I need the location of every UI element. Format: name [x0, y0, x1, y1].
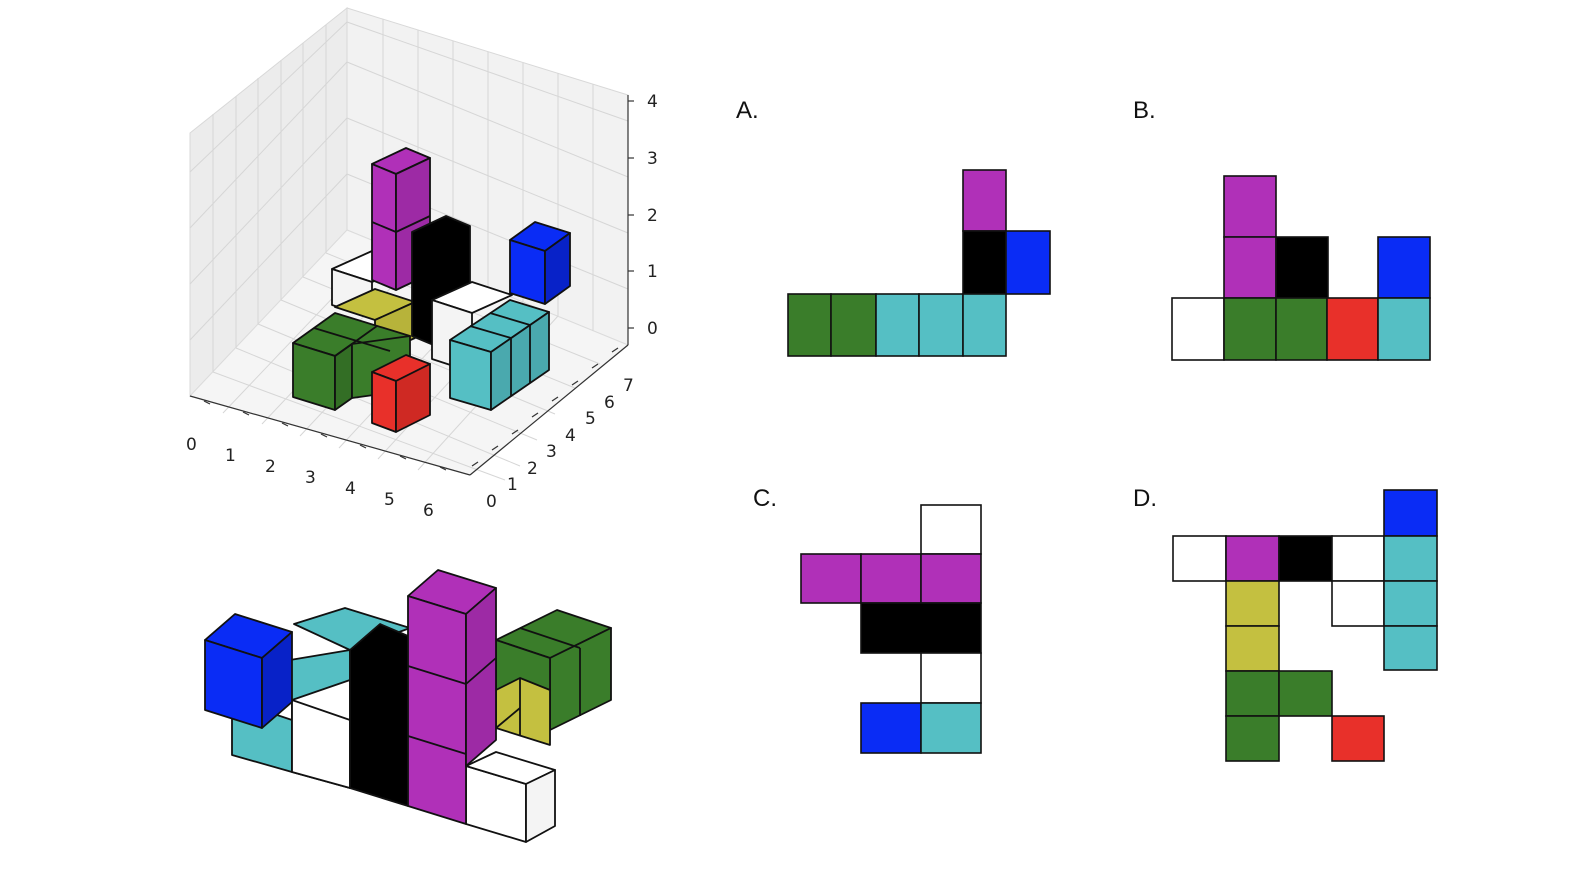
cell-white: [1171, 297, 1225, 361]
cube-red: [371, 354, 431, 433]
cell-green: [1225, 670, 1280, 717]
cell-red: [1331, 715, 1385, 762]
cell-magenta: [860, 553, 922, 604]
option-a[interactable]: A.: [736, 97, 1051, 357]
x-tick-label: 2: [265, 457, 276, 477]
y-tick-label: 3: [546, 442, 557, 462]
cell-green: [1278, 670, 1333, 717]
y-axis-ticks: [471, 347, 619, 467]
cube-blue: [509, 221, 571, 305]
cell-blue: [1005, 230, 1051, 295]
cell-yellow: [1225, 580, 1280, 627]
cell-red: [1326, 297, 1379, 361]
z-tick-label: 3: [647, 149, 658, 169]
option-c-grid: [800, 504, 982, 754]
cell-green: [1275, 297, 1328, 361]
cell-white: [920, 504, 982, 555]
cell-white: [920, 652, 982, 704]
cell-cyan: [918, 293, 964, 357]
z-axis-ticks: [628, 100, 634, 329]
option-a-label: A.: [736, 97, 759, 124]
x-axis-line: [189, 395, 471, 476]
cell-white: [1331, 580, 1385, 627]
x-axis-tick-labels: 0 1 2 3 4 5 6: [186, 435, 434, 521]
z-tick-label: 1: [647, 262, 658, 282]
x-tick-label: 4: [345, 479, 356, 499]
option-c[interactable]: C.: [753, 485, 982, 754]
cell-cyan: [875, 293, 920, 357]
y-tick-label: 4: [565, 426, 576, 446]
x-tick-label: 5: [384, 490, 395, 510]
y-tick-label: 5: [585, 409, 596, 429]
x-axis-ticks: [203, 400, 447, 471]
z-tick-label: 2: [647, 206, 658, 226]
x-tick-label: 3: [305, 468, 316, 488]
cube-structure-3d: [292, 147, 571, 433]
view-yellow-blocks: [495, 677, 551, 746]
z-tick-label: 0: [647, 319, 658, 339]
cell-cyan: [1383, 535, 1438, 582]
cell-green: [1225, 715, 1280, 762]
view-magenta-column: [407, 569, 497, 825]
cell-blue: [1383, 489, 1438, 537]
cell-green: [830, 293, 877, 357]
view-black-column: [349, 623, 409, 807]
x-tick-label: 0: [186, 435, 197, 455]
cube-cyan-row: [449, 299, 550, 411]
cell-magenta: [962, 169, 1007, 232]
z-axis-tick-labels: 0 1 2 3 4: [647, 92, 658, 339]
y-axis-tick-labels: 0 1 2 3 4 5 6 7: [486, 376, 634, 512]
cell-black: [962, 230, 1007, 295]
cell-magenta: [1225, 535, 1280, 582]
y-tick-label: 2: [527, 459, 538, 479]
cell-green: [787, 293, 832, 357]
x-tick-label: 1: [225, 446, 236, 466]
view-white-blocks: [291, 679, 556, 843]
cell-white: [1172, 535, 1227, 582]
y-tick-label: 7: [623, 376, 634, 396]
cell-cyan: [1377, 297, 1431, 361]
cell-cyan: [1383, 580, 1438, 627]
option-d-grid: [1172, 489, 1438, 762]
cell-magenta: [1223, 236, 1277, 299]
cell-white: [1331, 535, 1385, 582]
cell-cyan: [920, 702, 982, 754]
option-b-grid: [1171, 175, 1431, 361]
cell-magenta: [920, 553, 982, 604]
option-d-label: D.: [1133, 485, 1157, 512]
cell-blue: [860, 702, 922, 754]
cell-cyan: [1383, 625, 1438, 671]
axes-3d-plot: 0 1 2 3 4 5 6 0 1 2 3 4 5 6 7: [186, 6, 658, 521]
option-d[interactable]: D.: [1133, 485, 1438, 762]
cube-green-group: [292, 312, 411, 411]
y-axis-line: [469, 344, 629, 476]
cell-yellow: [1225, 625, 1280, 672]
y-tick-label: 0: [486, 492, 497, 512]
option-b[interactable]: B.: [1133, 97, 1431, 361]
option-c-label: C.: [753, 485, 777, 512]
z-tick-label: 4: [647, 92, 658, 112]
cell-magenta: [1223, 175, 1277, 238]
view-blue-cube: [204, 613, 293, 729]
y-tick-label: 6: [604, 393, 615, 413]
cell-black: [860, 602, 982, 654]
cell-green: [1223, 297, 1277, 361]
cell-black: [1278, 535, 1333, 582]
cell-cyan: [962, 293, 1007, 357]
cell-magenta: [800, 553, 862, 604]
cell-black: [1275, 236, 1329, 299]
cell-blue: [1377, 236, 1431, 299]
y-tick-label: 1: [507, 475, 518, 495]
x-tick-label: 6: [423, 501, 434, 521]
option-b-label: B.: [1133, 97, 1156, 124]
structure-view-3d: [204, 569, 612, 843]
option-a-grid: [787, 169, 1051, 357]
